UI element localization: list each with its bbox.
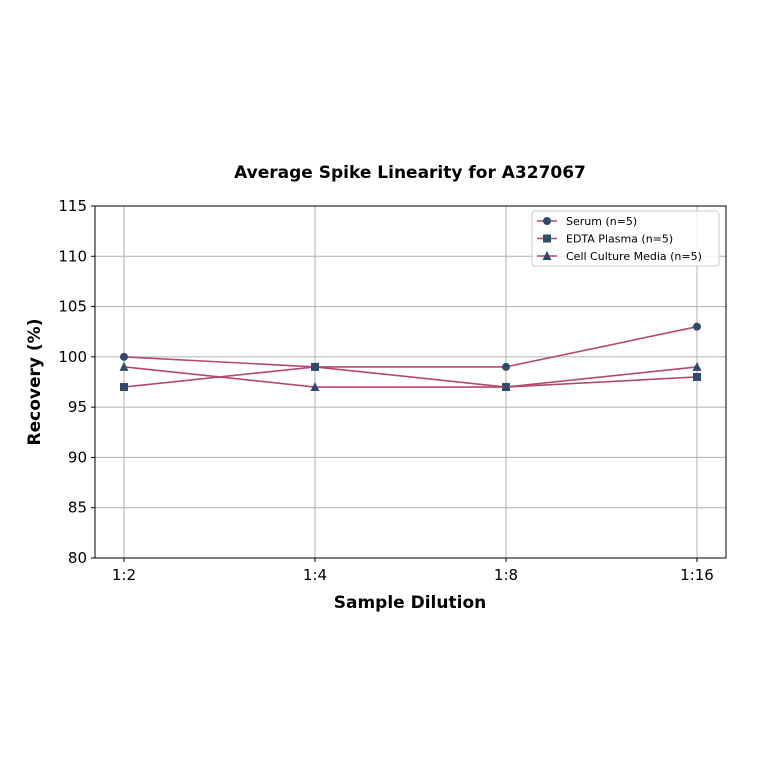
y-tick-label: 105 (58, 298, 87, 316)
triangle-marker-icon (310, 382, 320, 392)
series-group (119, 322, 702, 392)
legend-label: Cell Culture Media (n=5) (566, 250, 702, 263)
y-tick-label: 115 (58, 197, 87, 215)
y-tick-label: 90 (68, 448, 87, 466)
circle-marker-icon (693, 322, 701, 331)
circle-marker-icon (502, 362, 510, 371)
y-tick-label: 110 (58, 247, 87, 265)
y-tick-label: 80 (68, 549, 87, 567)
triangle-marker-icon (692, 361, 702, 371)
legend-label: EDTA Plasma (n=5) (566, 233, 673, 246)
circle-marker-icon (120, 352, 128, 361)
triangle-marker-icon (119, 361, 129, 371)
plot-frame (94, 205, 727, 559)
triangle-marker-icon (542, 251, 552, 260)
y-axis: 80 85 90 95 100 105 110 115 (58, 197, 95, 567)
y-tick-label: 85 (68, 499, 87, 517)
chart-title: Average Spike Linearity for A327067 (234, 163, 586, 183)
legend-label: Serum (n=5) (566, 215, 637, 228)
square-marker-icon (120, 383, 128, 392)
y-tick-label: 100 (58, 348, 87, 366)
x-tick-label: 1:2 (112, 566, 136, 584)
data-series (119, 361, 702, 392)
x-tick-label: 1:4 (303, 566, 327, 584)
x-axis-label: Sample Dilution (334, 593, 486, 613)
square-marker-icon (693, 372, 701, 381)
series-line (123, 366, 698, 388)
y-axis-label: Recovery (%) (25, 319, 45, 446)
square-marker-icon (543, 234, 551, 243)
legend-box (531, 210, 720, 267)
data-series (120, 322, 701, 371)
circle-marker-icon (543, 217, 551, 225)
square-marker-icon (311, 362, 319, 371)
y-tick-label: 95 (68, 398, 87, 416)
x-axis: 1:2 1:4 1:8 1:16 (112, 558, 714, 584)
triangle-marker-icon (501, 382, 511, 392)
series-line (123, 366, 698, 388)
series-line (123, 325, 698, 368)
legend: Serum (n=5) EDTA Plasma (n=5) Cell Culture… (531, 210, 720, 267)
x-tick-label: 1:8 (494, 566, 518, 584)
x-tick-label: 1:16 (680, 566, 714, 584)
